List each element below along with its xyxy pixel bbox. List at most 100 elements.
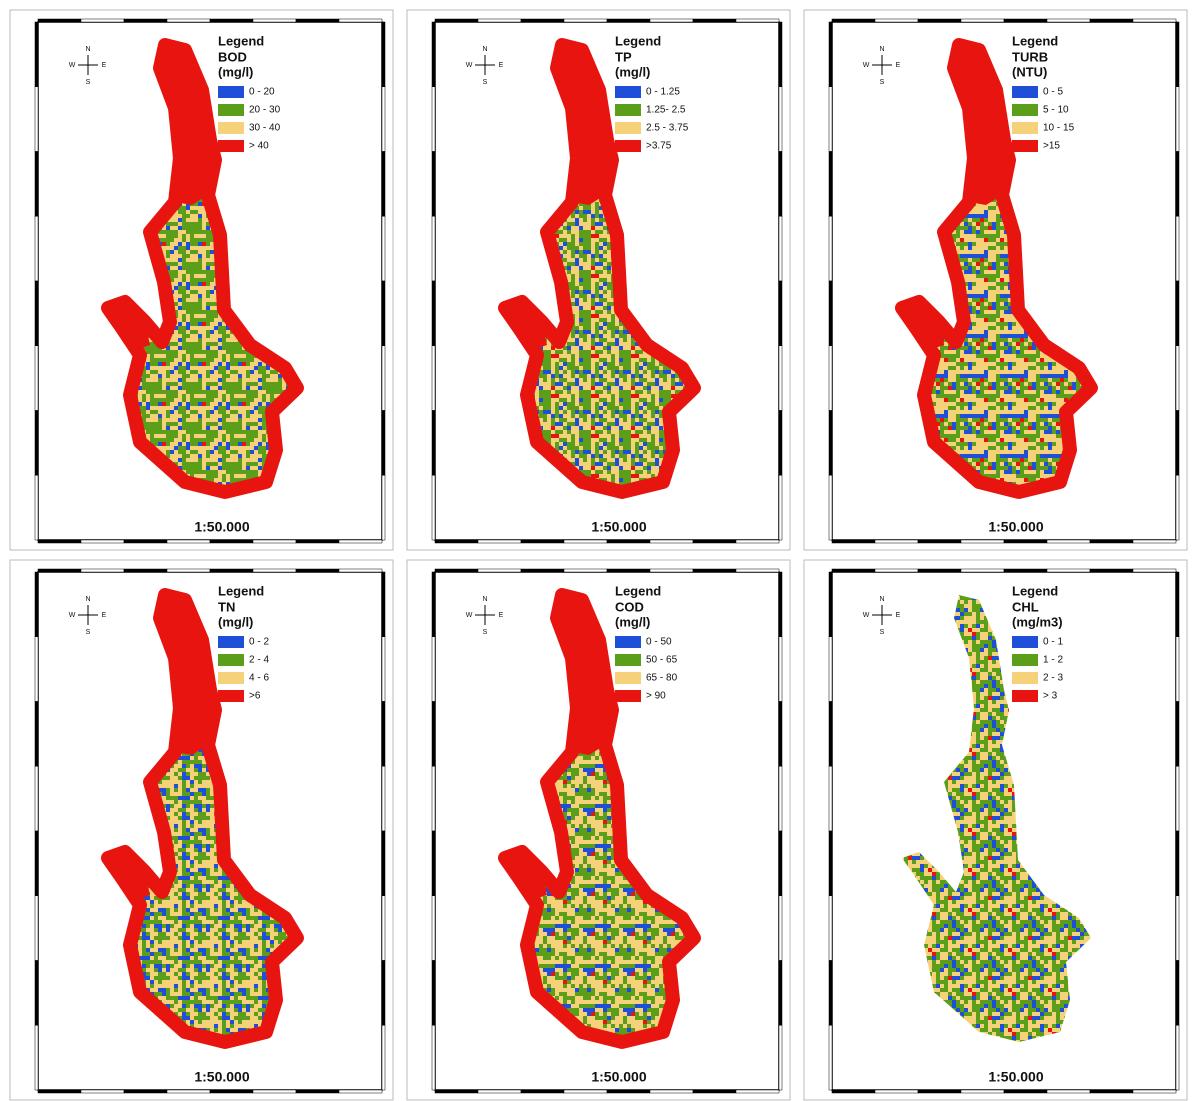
frame-tick-bar [1133,540,1176,543]
frame-tick-bar [1047,1090,1090,1093]
frame-tick-bar [432,1025,435,1090]
compass-e: E [896,62,901,69]
frame-tick-bar [736,540,779,543]
map-panel: NSWELegendBOD(mg/l)0 - 2020 - 3030 - 40>… [10,10,393,550]
frame-tick-bar [1176,216,1179,281]
legend-label: 4 - 6 [249,673,269,684]
frame-tick-bar [124,19,167,22]
frame-tick-bar [382,702,385,767]
frame-tick-bar [382,961,385,1026]
frame-tick-bar [1176,572,1179,637]
frame-tick-bar [693,19,736,22]
frame-tick-bar [35,346,38,411]
frame-tick-bar [35,281,38,346]
frame-tick-bar [779,702,782,767]
frame-tick-bar [432,961,435,1026]
frame-tick-bar [382,281,385,346]
frame-tick-bar [432,702,435,767]
frame-tick-bar [167,19,210,22]
legend-label: >3.75 [646,141,672,152]
legend-swatch [615,654,641,666]
compass-n: N [879,46,884,53]
frame-tick-bar [650,540,693,543]
legend-swatch [1012,140,1038,152]
frame-tick-bar [779,411,782,476]
scale-text: 1:50.000 [194,1069,249,1085]
frame-tick-bar [435,1090,478,1093]
frame-tick-bar [478,1090,521,1093]
legend-label: 1.25- 2.5 [646,105,686,116]
scale-text: 1:50.000 [194,519,249,535]
legend-label: 2.5 - 3.75 [646,123,689,134]
legend-label: > 3 [1043,691,1058,702]
frame-tick-bar [432,475,435,540]
legend-label: >15 [1043,141,1060,152]
frame-tick-bar [253,540,296,543]
legend-swatch [218,654,244,666]
map-panel: NSWELegendTP(mg/l)0 - 1.251.25- 2.52.5 -… [407,10,790,550]
legend-parameter: COD [615,599,644,614]
frame-tick-bar [1176,22,1179,87]
legend-label: 30 - 40 [249,123,281,134]
frame-tick-bar [1090,19,1133,22]
frame-tick-bar [521,569,564,572]
frame-tick-bar [521,540,564,543]
frame-tick-bar [875,19,918,22]
legend-parameter: TN [218,599,235,614]
frame-tick-bar [35,87,38,152]
frame-tick-bar [961,1090,1004,1093]
compass-w: W [69,612,76,619]
frame-tick-bar [779,1025,782,1090]
compass-w: W [863,62,870,69]
frame-tick-bar [35,216,38,281]
frame-tick-bar [564,19,607,22]
frame-tick-bar [1176,702,1179,767]
frame-tick-bar [296,569,339,572]
frame-tick-bar [829,87,832,152]
legend-swatch [218,140,244,152]
compass-s: S [86,629,91,636]
frame-tick-bar [736,19,779,22]
compass-n: N [482,46,487,53]
frame-tick-bar [35,572,38,637]
legend-swatch [615,104,641,116]
frame-tick-bar [875,540,918,543]
frame-tick-bar [779,961,782,1026]
compass-n: N [879,596,884,603]
frame-tick-bar [779,22,782,87]
frame-tick-bar [382,896,385,961]
compass-e: E [896,612,901,619]
legend-label: 0 - 2 [249,637,269,648]
legend-label: 0 - 20 [249,87,275,98]
frame-tick-bar [81,1090,124,1093]
frame-tick-bar [432,216,435,281]
legend-swatch [615,86,641,98]
frame-tick-bar [382,216,385,281]
legend-swatch [1012,654,1038,666]
legend-label: 0 - 50 [646,637,672,648]
frame-tick-bar [167,540,210,543]
frame-tick-bar [1004,1090,1047,1093]
legend-unit: (mg/l) [615,614,650,629]
frame-tick-bar [607,540,650,543]
frame-tick-bar [382,1025,385,1090]
frame-tick-bar [1090,540,1133,543]
legend-parameter: TP [615,49,632,64]
legend-swatch [1012,690,1038,702]
legend-unit: (mg/l) [615,64,650,79]
legend-label: 2 - 4 [249,655,269,666]
frame-tick-bar [35,766,38,831]
frame-tick-bar [382,475,385,540]
frame-tick-bar [432,572,435,637]
legend-swatch [615,636,641,648]
frame-tick-bar [1047,540,1090,543]
compass-s: S [880,629,885,636]
frame-tick-bar [779,766,782,831]
frame-tick-bar [210,569,253,572]
frame-tick-bar [382,346,385,411]
frame-tick-bar [829,22,832,87]
frame-tick-bar [1133,19,1176,22]
frame-tick-bar [339,569,382,572]
frame-tick-bar [829,152,832,217]
frame-tick-bar [35,637,38,702]
